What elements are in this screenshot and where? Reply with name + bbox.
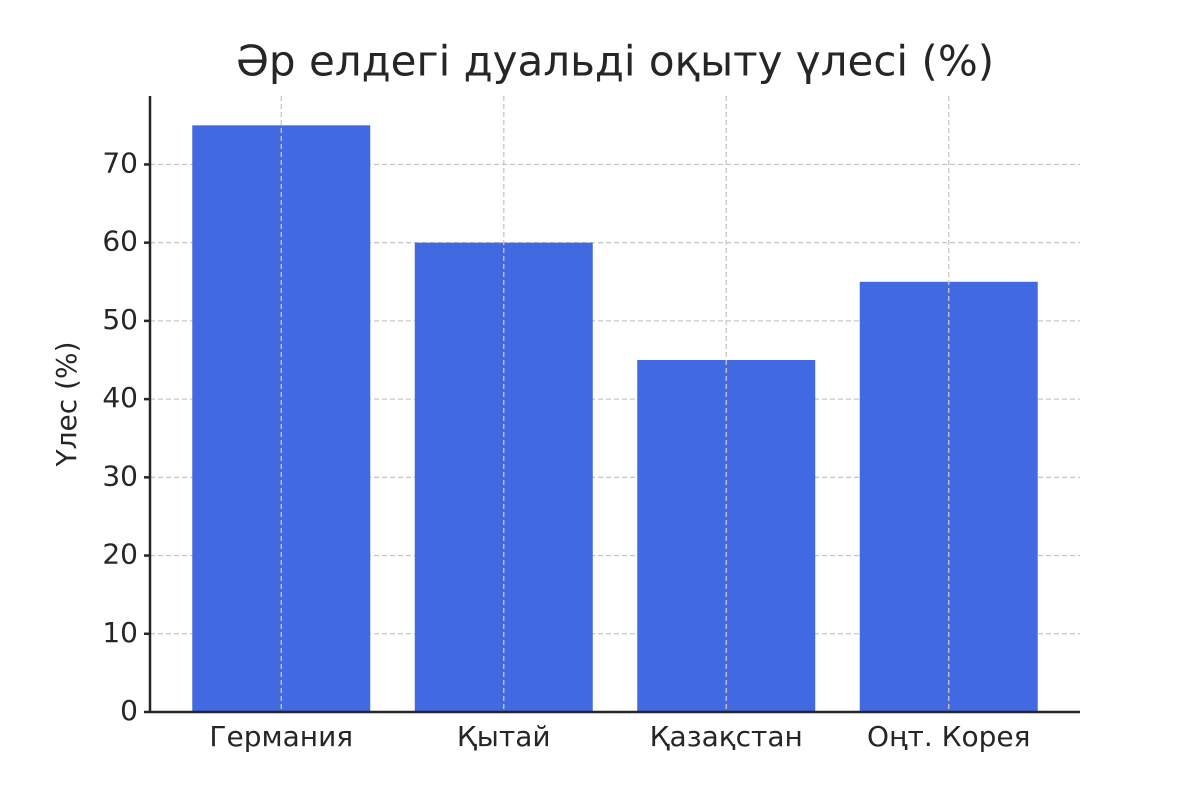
y-tick-label: 70: [102, 146, 138, 179]
x-tick-label: Қазақстан: [650, 720, 803, 753]
y-tick-label: 60: [102, 225, 138, 258]
y-tick-label: 10: [102, 616, 138, 649]
y-tick-label: 0: [120, 694, 138, 727]
bars: [192, 125, 1038, 713]
axes: 0 10 20 30 40 50 60 70 Германия Қытай Қазақстан Оңт…: [102, 96, 1080, 753]
y-axis-label: Үлес (%): [50, 342, 83, 468]
chart-title: Әр елдегі дуальді оқыту үлесі (%): [236, 37, 994, 86]
y-tick-label: 40: [102, 381, 138, 414]
x-tick-label: Германия: [209, 720, 353, 753]
y-tick-label: 20: [102, 538, 138, 571]
y-tick-label: 50: [102, 303, 138, 336]
x-tick-label: Оңт. Корея: [867, 720, 1031, 753]
y-tick-label: 30: [102, 459, 138, 492]
x-tick-label: Қытай: [457, 720, 551, 753]
